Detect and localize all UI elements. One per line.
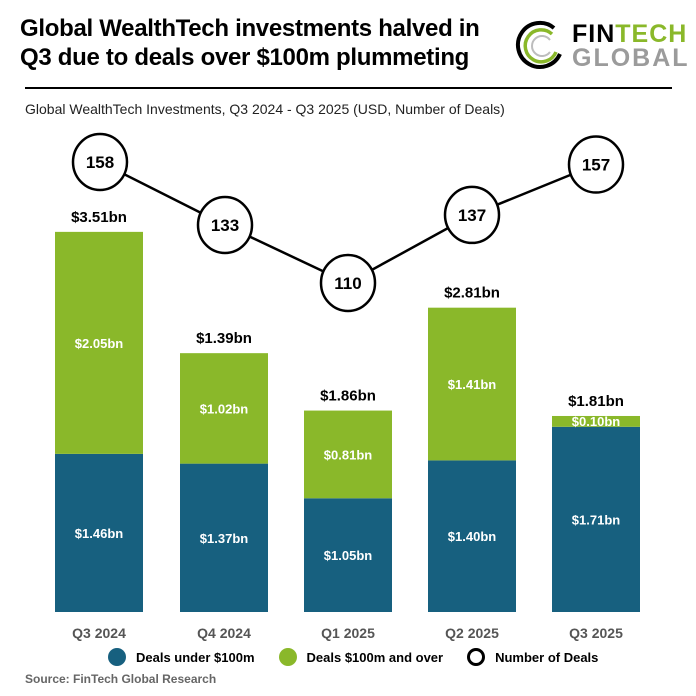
bar-under-100m <box>552 426 640 612</box>
deal-count-marker <box>196 195 254 255</box>
deal-count-marker <box>567 135 625 194</box>
segment-label: $1.71bn <box>572 512 620 527</box>
deal-count-marker <box>71 132 129 192</box>
total-label: $1.81bn <box>568 393 624 410</box>
deal-count-marker <box>443 185 501 245</box>
deal-count-label: 157 <box>582 156 610 175</box>
bar-under-100m <box>428 460 516 612</box>
logo-text-fintech: FINTECH <box>572 20 688 48</box>
legend-item-over-100m: Deals $100m and over <box>278 648 443 666</box>
total-label: $2.81bn <box>444 285 500 302</box>
segment-label: $1.41bn <box>448 377 496 392</box>
segment-label: $1.37bn <box>200 531 248 546</box>
total-label: $1.39bn <box>196 330 252 347</box>
deal-count-label: 133 <box>211 216 239 235</box>
x-axis-label: Q1 2025 <box>321 625 375 641</box>
segment-label: $1.46bn <box>75 526 123 541</box>
x-axis-label: Q3 2025 <box>569 625 623 641</box>
chart-title: Global WealthTech investments halved in … <box>20 15 480 71</box>
bar-group: $1.40bn $1.41bn $2.81bn Q2 2025 <box>428 285 516 641</box>
deal-count-marker <box>319 253 377 313</box>
x-axis-label: Q3 2024 <box>72 625 126 641</box>
fintech-global-logo: FINTECH GLOBAL <box>514 20 688 72</box>
bar-under-100m <box>304 498 392 612</box>
hollow-circle-icon <box>467 648 486 666</box>
total-label: $1.86bn <box>320 388 376 405</box>
legend: Deals under $100m Deals $100m and over N… <box>108 648 622 666</box>
bar-over-100m <box>552 415 640 427</box>
legend-item-number-of-deals: Number of Deals <box>467 648 598 666</box>
deal-count-label: 137 <box>458 206 486 225</box>
segment-label: $0.10bn <box>572 414 620 429</box>
chart-subtitle: Global WealthTech Investments, Q3 2024 -… <box>25 101 505 117</box>
deal-count-label: 110 <box>334 274 361 293</box>
bar-group: $1.37bn $1.02bn $1.39bn Q4 2024 <box>180 330 268 641</box>
source-note: Source: FinTech Global Research <box>25 672 217 686</box>
x-axis-label: Q4 2024 <box>197 625 251 641</box>
green-circle-icon <box>278 648 297 666</box>
deal-count-label: 158 <box>86 153 114 172</box>
logo-ring-icon <box>515 20 562 69</box>
bar-group: $1.05bn $0.81bn $1.86bn Q1 2025 <box>304 388 392 641</box>
bar-over-100m <box>55 231 143 454</box>
bar-over-100m <box>428 307 516 461</box>
logo-text-global: GLOBAL <box>572 44 690 72</box>
segment-label: $2.05bn <box>75 336 123 351</box>
header-divider <box>25 87 672 89</box>
segment-label: $1.02bn <box>200 401 248 416</box>
bar-under-100m <box>55 453 143 612</box>
segment-label: $1.05bn <box>324 548 372 563</box>
bar-group: $1.46bn $2.05bn $3.51bn Q3 2024 <box>55 209 143 641</box>
legend-item-under-100m: Deals under $100m <box>108 648 255 666</box>
bar-under-100m <box>180 463 268 612</box>
bar-over-100m <box>304 410 392 499</box>
total-label: $3.51bn <box>71 209 127 226</box>
x-axis-label: Q2 2025 <box>445 625 499 641</box>
blue-circle-icon <box>108 648 126 666</box>
bar-over-100m <box>180 353 268 464</box>
bar-group: $1.71bn $0.10bn $1.81bn Q3 2025 <box>552 393 640 641</box>
segment-label: $1.40bn <box>448 529 496 544</box>
segment-label: $0.81bn <box>324 447 372 462</box>
